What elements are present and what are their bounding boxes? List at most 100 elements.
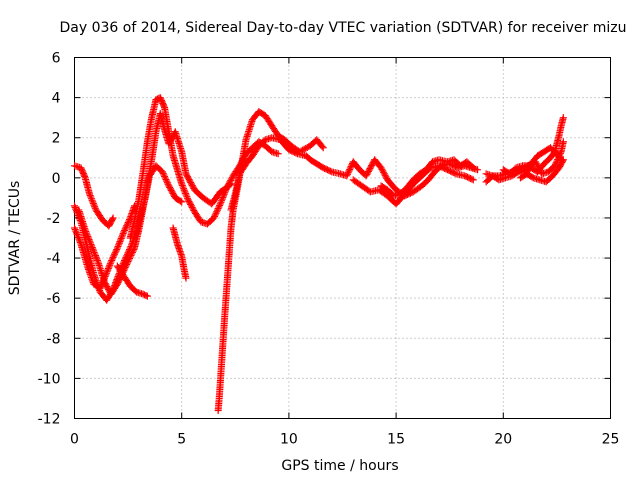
data-point <box>180 185 188 193</box>
data-point <box>104 264 112 272</box>
data-point <box>300 145 308 153</box>
data-point <box>71 224 78 232</box>
data-point <box>211 211 219 219</box>
data-point <box>73 230 81 238</box>
series-track-5 <box>113 262 151 300</box>
data-point <box>82 228 90 236</box>
data-point <box>178 181 186 189</box>
data-point <box>343 172 351 180</box>
data-point <box>221 189 229 197</box>
data-point <box>123 261 131 269</box>
data-point <box>87 193 95 201</box>
data-point <box>76 238 84 246</box>
y-tick-label: 6 <box>52 51 61 67</box>
data-point <box>83 231 91 239</box>
y-tick-label: 2 <box>52 131 61 147</box>
data-point <box>74 234 82 242</box>
data-point <box>129 247 137 255</box>
data-point <box>142 291 150 299</box>
x-tick-label: 20 <box>494 432 512 448</box>
data-point <box>113 244 121 252</box>
data-point <box>474 166 482 174</box>
data-point <box>86 239 94 247</box>
data-point <box>106 261 114 269</box>
data-point <box>187 202 195 210</box>
data-point <box>347 162 355 170</box>
data-point <box>377 164 385 172</box>
data-point <box>89 200 97 208</box>
data-point <box>117 236 125 244</box>
data-point <box>101 278 109 286</box>
data-point <box>190 206 198 214</box>
data-point <box>108 215 116 223</box>
data-point <box>212 209 220 217</box>
series-track-6 <box>126 94 282 242</box>
data-point <box>74 232 82 240</box>
data-point <box>185 197 193 205</box>
data-point <box>92 253 100 261</box>
data-point <box>86 190 94 198</box>
series-track-7 <box>169 224 190 282</box>
data-point <box>556 151 564 159</box>
data-point <box>90 201 98 209</box>
data-point <box>109 253 117 261</box>
data-point <box>176 197 184 205</box>
data-point <box>380 170 388 178</box>
data-point <box>211 212 219 220</box>
data-point <box>123 259 131 267</box>
y-tick-label: 4 <box>52 91 61 107</box>
data-point <box>90 247 98 255</box>
data-point <box>382 173 390 181</box>
data-point <box>170 191 178 199</box>
data-point <box>214 205 222 213</box>
data-point <box>124 219 132 227</box>
data-point <box>143 292 151 300</box>
data-point <box>118 233 126 241</box>
data-point <box>91 204 99 212</box>
data-point <box>319 144 327 152</box>
data-point <box>468 175 476 183</box>
data-point <box>535 165 543 173</box>
data-point <box>127 252 135 260</box>
data-point <box>379 167 387 175</box>
data-point <box>76 237 84 245</box>
data-point <box>187 200 195 208</box>
series-track-14 <box>516 156 567 186</box>
data-point <box>183 194 191 202</box>
data-point <box>552 159 560 167</box>
data-point <box>93 255 101 263</box>
data-point <box>121 226 129 234</box>
data-point <box>469 164 477 172</box>
data-point <box>128 249 136 257</box>
data-point <box>81 226 89 234</box>
data-point <box>161 174 169 182</box>
data-point <box>102 281 110 289</box>
y-tick-label: -10 <box>38 371 61 387</box>
series-track-11 <box>377 156 477 200</box>
y-tick-label: -8 <box>47 331 61 347</box>
series-track-4 <box>75 110 235 298</box>
data-point <box>184 196 192 204</box>
data-point <box>117 234 125 242</box>
data-point <box>105 263 113 271</box>
data-point <box>189 205 197 213</box>
x-axis-label: GPS time / hours <box>281 458 398 474</box>
data-point <box>216 200 224 208</box>
data-point <box>551 160 559 168</box>
data-point <box>215 203 223 211</box>
data-point <box>468 163 476 171</box>
data-point <box>345 167 353 175</box>
data-point <box>91 203 99 211</box>
data-point <box>125 256 133 264</box>
data-point <box>121 225 129 233</box>
series-track-1 <box>71 162 117 230</box>
data-point <box>90 248 98 256</box>
data-point <box>122 262 130 270</box>
data-point <box>167 186 175 194</box>
data-point <box>123 222 131 230</box>
data-point <box>532 159 540 167</box>
data-point <box>81 172 89 180</box>
data-point <box>554 156 562 164</box>
data-point <box>210 214 218 222</box>
data-point <box>380 168 388 176</box>
